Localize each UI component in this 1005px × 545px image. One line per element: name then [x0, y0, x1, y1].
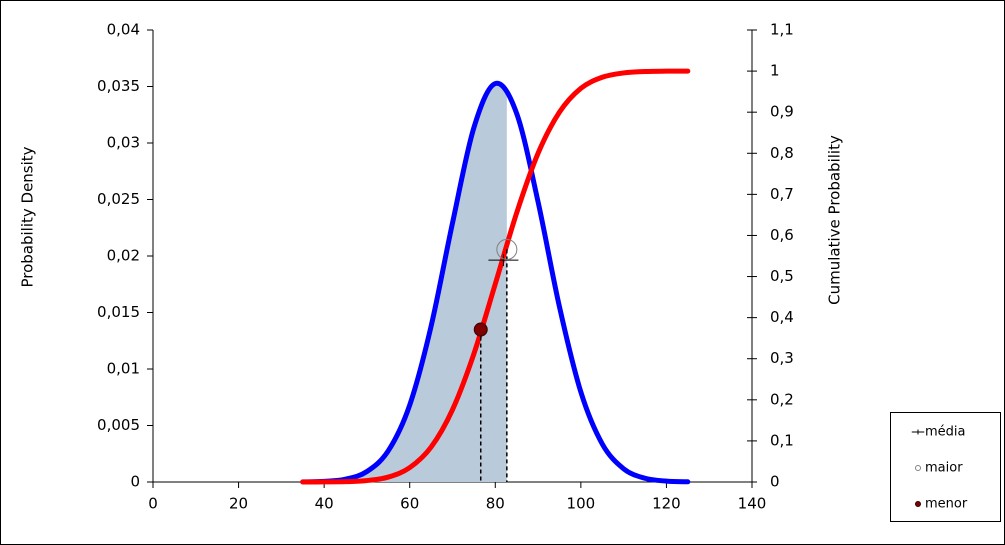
x-tick-label: 120	[652, 495, 681, 513]
filled-circle-marker	[915, 501, 921, 507]
x-tick-label: 80	[486, 495, 505, 513]
y2-tick-label: 0,6	[770, 226, 794, 244]
y-tick-label: 0,02	[107, 247, 140, 265]
y-axis-label: Probability Density	[19, 146, 37, 287]
plus-marker	[488, 254, 519, 267]
legend-label: maior	[925, 461, 963, 476]
x-tick-label: 100	[567, 495, 596, 513]
x-tick-label: 60	[400, 495, 419, 513]
y-tick-label: 0,025	[97, 190, 140, 208]
y-tick-label: 0,01	[107, 360, 140, 378]
y2-tick-label: 0,3	[770, 349, 794, 367]
x-tick-label: 140	[738, 495, 767, 513]
x-tick-label: 40	[315, 495, 334, 513]
open-circle-marker	[496, 238, 518, 260]
y2-tick-label: 0,9	[770, 103, 794, 121]
y2-tick-label: 0,8	[770, 144, 794, 162]
y2-tick-label: 1,1	[770, 21, 794, 39]
y-tick-label: 0,035	[97, 77, 140, 95]
series-line	[300, 80, 691, 485]
y2-tick-label: 0,1	[770, 431, 794, 449]
y-tick-label: 0,04	[107, 21, 140, 39]
y2-tick-label: 0,4	[770, 308, 794, 326]
y-tick-label: 0	[130, 473, 140, 491]
legend-box	[890, 412, 1001, 522]
y-tick-label: 0,005	[97, 416, 140, 434]
y2-tick-label: 0,7	[770, 185, 794, 203]
y2-tick-label: 1	[770, 62, 780, 80]
plus-marker	[911, 429, 925, 435]
legend-label: média	[925, 425, 966, 440]
y2-tick-label: 0,2	[770, 390, 794, 408]
y2-tick-label: 0	[770, 473, 780, 491]
x-tick-label: 20	[229, 495, 248, 513]
shaded-area	[302, 83, 507, 482]
legend: média maior menor	[890, 412, 1001, 522]
y2-axis-label: Cumulative Probability	[826, 135, 844, 305]
x-tick-label: 0	[148, 495, 158, 513]
y-tick-label: 0,03	[107, 134, 140, 152]
y2-tick-label: 0,5	[770, 267, 794, 285]
series-line	[300, 68, 691, 485]
y-tick-label: 0,015	[97, 303, 140, 321]
legend-label: menor	[925, 497, 968, 512]
open-circle-marker	[915, 465, 921, 471]
filled-circle-marker	[473, 322, 488, 337]
